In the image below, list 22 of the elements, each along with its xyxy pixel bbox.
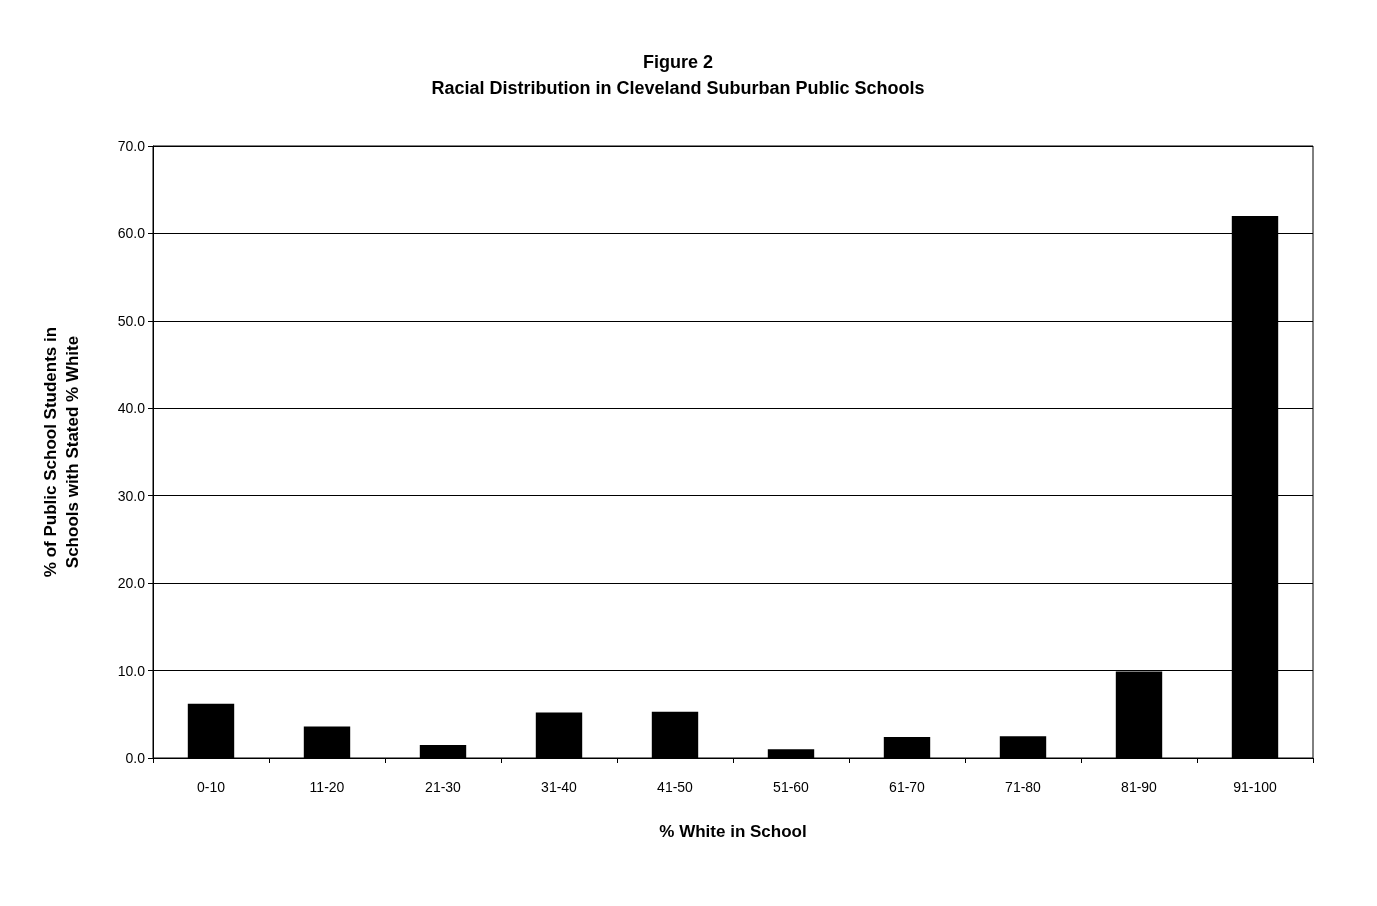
y-tick-label: 60.0 [117, 225, 146, 242]
x-tick-label: 21-30 [425, 779, 462, 795]
x-tick-label: 91-100 [1233, 779, 1278, 795]
y-tick-label: 0.0 [125, 750, 146, 766]
x-tick-label: 61-70 [889, 779, 926, 795]
y-tick-label: 70.0 [117, 138, 146, 154]
y-tick-label: 50.0 [117, 312, 146, 329]
x-axis-title: % White in School [659, 822, 807, 841]
x-tick-label: 41-50 [657, 779, 694, 795]
y-tick-label: 30.0 [117, 487, 146, 504]
chart-title: Figure 2 [642, 52, 714, 72]
chart-subtitle: Racial Distribution in Cleveland Suburban Public Schools [431, 78, 925, 98]
x-tick-label: 51-60 [773, 779, 810, 795]
y-axis-title: % of Public School Students in Schools with Stated % White [40, 326, 82, 578]
y-tick-label: 40.0 [117, 400, 146, 417]
y-tick-label: 10.0 [117, 662, 146, 679]
x-tick-label: 81-90 [1121, 779, 1158, 795]
x-tick-label: 31-40 [541, 779, 578, 795]
x-tick-label: 0-10 [196, 779, 226, 795]
x-tick-label: 71-80 [1005, 779, 1042, 795]
x-tick-label: 11-20 [309, 779, 345, 795]
y-tick-label: 20.0 [117, 575, 146, 592]
